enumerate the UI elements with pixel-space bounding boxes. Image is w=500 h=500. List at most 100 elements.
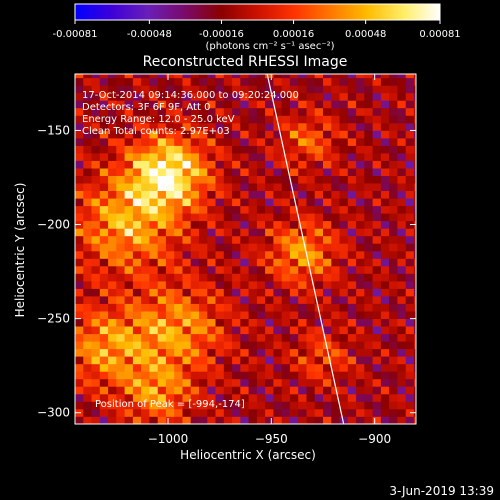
heatmap-cell <box>190 74 200 79</box>
heatmap-cell <box>141 77 150 86</box>
heatmap-cell <box>256 288 266 297</box>
heatmap-cell <box>132 228 142 237</box>
heatmap-cell <box>389 213 398 222</box>
heatmap-cell <box>389 92 398 101</box>
heatmap-cell <box>339 213 349 222</box>
heatmap-cell <box>372 130 382 139</box>
heatmap-cell <box>99 265 109 274</box>
heatmap-cell <box>165 77 175 86</box>
heatmap-cell <box>289 408 299 417</box>
heatmap-cell <box>364 265 373 274</box>
heatmap-cell <box>331 168 340 176</box>
heatmap-cell <box>380 77 390 86</box>
heatmap-cell <box>157 341 167 350</box>
heatmap-cell <box>132 296 142 304</box>
y-tick-label: −250 <box>37 312 70 326</box>
heatmap-cell <box>75 393 84 402</box>
heatmap-cell <box>240 190 249 199</box>
heatmap-cell <box>413 356 416 365</box>
heatmap-cell <box>83 220 92 229</box>
heatmap-cell <box>298 100 307 109</box>
heatmap-cell <box>372 235 382 244</box>
heatmap-cell <box>108 363 117 372</box>
heatmap-cell <box>223 326 233 335</box>
heatmap-cell <box>132 393 142 402</box>
heatmap-cell <box>347 85 357 94</box>
heatmap-cell <box>372 228 382 237</box>
heatmap-cell <box>397 122 407 131</box>
heatmap-cell <box>314 205 324 214</box>
heatmap-cell <box>356 333 365 342</box>
heatmap-cell <box>405 198 415 207</box>
heatmap-cell <box>91 363 101 372</box>
heatmap-cell <box>199 74 208 79</box>
heatmap-cell <box>331 130 340 139</box>
heatmap-cell <box>256 130 266 139</box>
x-tick-label: −950 <box>255 432 288 446</box>
heatmap-cell <box>182 408 192 417</box>
heatmap-cell <box>190 371 200 380</box>
heatmap-cell <box>215 92 225 101</box>
heatmap-cell <box>347 122 357 131</box>
heatmap-cell <box>339 220 349 229</box>
heatmap-cell <box>132 190 142 199</box>
heatmap-cell <box>265 213 274 222</box>
heatmap-cell <box>281 393 291 402</box>
heatmap-cell <box>108 160 117 169</box>
heatmap-cell <box>306 401 316 410</box>
heatmap-cell <box>306 220 316 229</box>
heatmap-cell <box>356 168 365 176</box>
heatmap-cell <box>190 145 200 154</box>
heatmap-cell <box>232 213 241 222</box>
heatmap-cell <box>108 77 117 86</box>
heatmap-cell <box>240 175 249 184</box>
heatmap-cell <box>331 235 340 244</box>
heatmap-cell <box>182 175 192 184</box>
heatmap-cell <box>364 393 373 402</box>
heatmap-cell <box>75 228 84 237</box>
heatmap-cell <box>240 303 249 312</box>
heatmap-cell <box>157 348 167 357</box>
heatmap-cell <box>314 371 324 380</box>
heatmap-cell <box>157 235 167 244</box>
heatmap-cell <box>124 175 134 184</box>
heatmap-cell <box>232 153 241 161</box>
heatmap-cell <box>75 160 84 169</box>
heatmap-cell <box>389 235 398 244</box>
heatmap-cell <box>273 213 283 222</box>
heatmap-cell <box>232 138 241 146</box>
heatmap-cell <box>356 74 365 79</box>
heatmap-cell <box>108 138 117 146</box>
heatmap-cell <box>223 348 233 357</box>
heatmap-cell <box>75 138 84 146</box>
heatmap-cell <box>83 273 92 282</box>
heatmap-cell <box>223 115 233 124</box>
heatmap-cell <box>331 228 340 237</box>
heatmap-cell <box>380 318 390 327</box>
heatmap-cell <box>372 107 382 116</box>
heatmap-cell <box>397 220 407 229</box>
heatmap-cell <box>323 168 332 176</box>
heatmap-cell <box>149 77 159 86</box>
heatmap-cell <box>232 122 241 131</box>
heatmap-cell <box>347 401 357 410</box>
heatmap-cell <box>149 341 159 350</box>
heatmap-cell <box>108 243 117 252</box>
heatmap-cell <box>413 386 416 395</box>
heatmap-cell <box>190 250 200 259</box>
heatmap-cell <box>323 371 332 380</box>
heatmap-cell <box>356 408 365 417</box>
heatmap-cell <box>273 100 283 109</box>
heatmap-cell <box>331 138 340 146</box>
heatmap-cell <box>380 107 390 116</box>
heatmap-cell <box>380 138 390 146</box>
heatmap-cell <box>289 183 299 191</box>
heatmap-cell <box>364 85 373 94</box>
heatmap-cell <box>331 92 340 101</box>
heatmap-cell <box>248 130 258 139</box>
heatmap-cell <box>248 326 258 335</box>
heatmap-cell <box>83 168 92 176</box>
heatmap-cell <box>207 250 216 259</box>
heatmap-cell <box>281 115 291 124</box>
heatmap-cell <box>281 213 291 222</box>
